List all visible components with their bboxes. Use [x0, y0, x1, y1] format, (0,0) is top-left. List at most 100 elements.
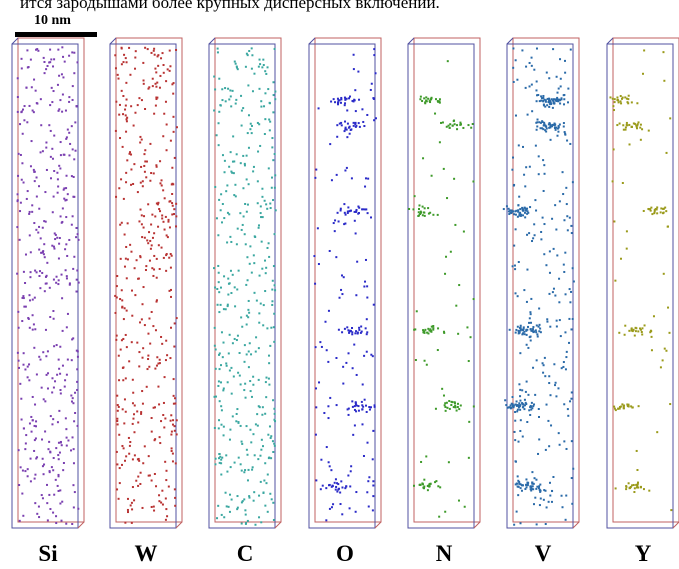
atom — [57, 283, 60, 286]
atom — [521, 332, 524, 335]
atom — [48, 286, 51, 289]
atom — [214, 185, 217, 188]
atom — [535, 100, 538, 103]
atom — [542, 159, 545, 162]
atom — [344, 213, 347, 216]
atom — [628, 329, 631, 332]
atom — [539, 483, 542, 486]
atom — [519, 408, 522, 411]
atom — [456, 124, 459, 127]
atom — [147, 87, 150, 90]
atom — [161, 52, 164, 55]
atom — [527, 211, 530, 214]
atom — [76, 380, 79, 383]
atom — [77, 281, 80, 284]
atom — [314, 346, 317, 349]
atom — [264, 118, 267, 121]
atom — [432, 327, 435, 330]
atom — [76, 233, 79, 236]
atom — [361, 108, 364, 111]
atom — [259, 63, 262, 66]
atom — [571, 318, 574, 321]
atom — [171, 166, 174, 169]
atom — [18, 519, 21, 522]
atom — [246, 453, 249, 456]
atom — [516, 410, 519, 413]
atom — [137, 277, 140, 280]
atom — [325, 487, 328, 490]
atom — [231, 89, 234, 92]
atom — [414, 328, 417, 331]
atom — [627, 403, 630, 406]
atom — [543, 98, 546, 101]
atom — [549, 494, 552, 497]
atom — [424, 102, 427, 105]
atom — [161, 342, 164, 345]
atom — [218, 461, 221, 464]
atom — [116, 420, 119, 423]
atom — [144, 160, 147, 163]
atom — [250, 353, 253, 356]
atom — [270, 326, 273, 329]
atom — [412, 208, 415, 211]
atom — [218, 291, 221, 294]
atom — [459, 123, 462, 126]
atom — [59, 389, 62, 392]
atom — [143, 236, 146, 239]
atom — [344, 222, 347, 225]
atom — [261, 267, 264, 270]
atom — [270, 498, 273, 501]
atom — [62, 188, 65, 191]
atom — [530, 56, 533, 59]
atom — [121, 145, 124, 148]
atom — [61, 500, 64, 503]
atom — [334, 101, 337, 104]
atom — [46, 387, 49, 390]
atom — [540, 99, 543, 102]
atom — [536, 333, 539, 336]
atom — [616, 99, 619, 102]
atom — [121, 305, 124, 308]
atom — [557, 87, 560, 90]
atom — [156, 96, 159, 99]
atom — [357, 405, 360, 408]
atom — [330, 100, 333, 103]
atom — [567, 87, 570, 90]
atom — [641, 128, 644, 131]
atom — [64, 199, 67, 202]
atom — [155, 202, 158, 205]
atom — [226, 184, 229, 187]
atom — [269, 120, 272, 123]
atom — [346, 211, 349, 214]
atom — [140, 223, 143, 226]
atom — [521, 208, 524, 211]
atom — [126, 258, 129, 261]
atom — [25, 434, 28, 437]
atom — [125, 346, 128, 349]
atom — [373, 54, 376, 57]
atom — [535, 487, 538, 490]
atom — [565, 447, 568, 450]
atom — [22, 270, 25, 273]
atom — [537, 93, 540, 96]
atom — [119, 223, 122, 226]
atom — [245, 314, 248, 317]
atom — [35, 228, 38, 231]
atom — [347, 206, 350, 209]
atom — [31, 204, 34, 207]
atom — [131, 458, 134, 461]
atom — [269, 344, 272, 347]
atom — [123, 233, 126, 236]
atom — [174, 462, 177, 465]
atom — [263, 105, 266, 108]
atom — [364, 177, 367, 180]
atom — [218, 311, 221, 314]
atom — [335, 173, 338, 176]
atom — [155, 364, 158, 367]
atom — [554, 384, 557, 387]
atom — [273, 47, 276, 50]
atom — [519, 399, 522, 402]
atom — [345, 361, 348, 364]
atom — [570, 440, 573, 443]
atom — [549, 100, 552, 103]
